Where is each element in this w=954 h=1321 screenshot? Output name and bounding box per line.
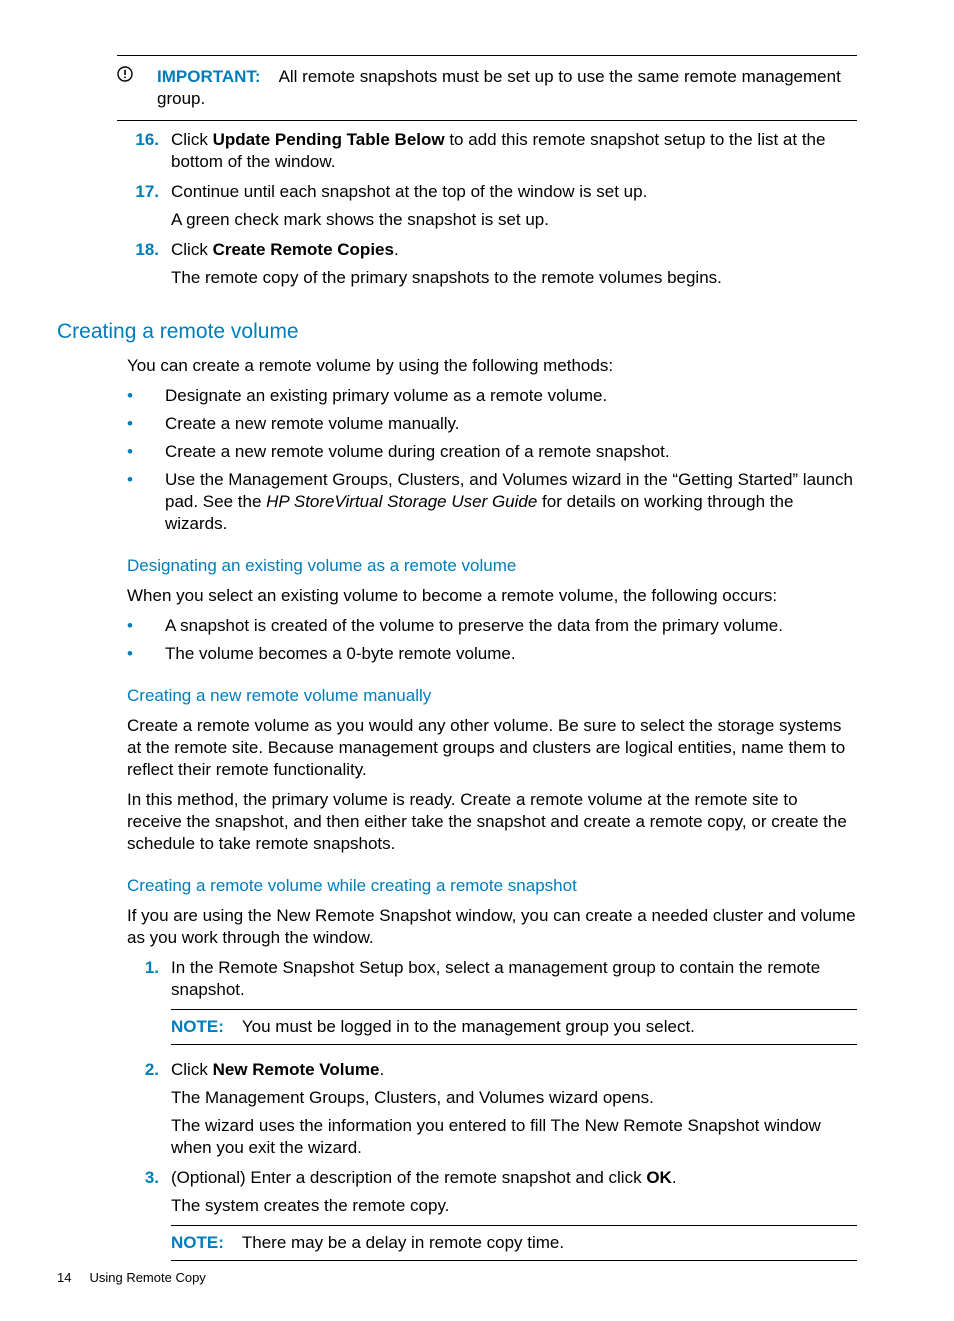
step-number: 3. <box>117 1167 171 1261</box>
text: The remote copy of the primary snapshots… <box>171 267 857 289</box>
text: . <box>379 1060 384 1079</box>
text: The volume becomes a 0-byte remote volum… <box>165 643 857 665</box>
text: Create a new remote volume manually. <box>165 413 857 435</box>
text: Click <box>171 1060 213 1079</box>
bullet-icon: • <box>127 441 165 463</box>
text: A snapshot is created of the volume to p… <box>165 615 857 637</box>
text: The system creates the remote copy. <box>171 1195 857 1217</box>
step-3: 3. (Optional) Enter a description of the… <box>117 1167 857 1261</box>
step-body: In the Remote Snapshot Setup box, select… <box>171 957 857 1045</box>
intro-text: If you are using the New Remote Snapshot… <box>127 905 857 949</box>
document-page: IMPORTANT:All remote snapshots must be s… <box>0 0 954 1321</box>
bold-text: Update Pending Table Below <box>213 130 445 149</box>
text: (Optional) Enter a description of the re… <box>171 1168 646 1187</box>
text: Click <box>171 130 213 149</box>
important-callout: IMPORTANT:All remote snapshots must be s… <box>117 55 857 121</box>
steps-list-b: 1. In the Remote Snapshot Setup box, sel… <box>117 957 857 1261</box>
step-number: 18. <box>117 239 171 289</box>
bullet-list: •Designate an existing primary volume as… <box>127 385 857 535</box>
note-callout: NOTE: You must be logged in to the manage… <box>171 1009 857 1045</box>
bullet-icon: • <box>127 615 165 637</box>
text: Create a new remote volume during creati… <box>165 441 857 463</box>
list-item: •Create a new remote volume manually. <box>127 413 857 435</box>
bold-text: New Remote Volume <box>213 1060 380 1079</box>
steps-list-a: 16. Click Update Pending Table Below to … <box>117 129 857 289</box>
note-label: NOTE: <box>171 1233 224 1252</box>
text: Use the Management Groups, Clusters, and… <box>165 469 857 535</box>
paragraph: Create a remote volume as you would any … <box>127 715 857 781</box>
note-callout: NOTE: There may be a delay in remote copy… <box>171 1225 857 1261</box>
paragraph: In this method, the primary volume is re… <box>127 789 857 855</box>
step-17: 17. Continue until each snapshot at the … <box>117 181 857 231</box>
note-label: NOTE: <box>171 1017 224 1036</box>
intro-text: You can create a remote volume by using … <box>127 355 857 377</box>
step-body: Click Create Remote Copies. The remote c… <box>171 239 857 289</box>
text: In the Remote Snapshot Setup box, select… <box>171 957 857 1001</box>
note-text: There may be a delay in remote copy time… <box>242 1233 564 1252</box>
step-number: 17. <box>117 181 171 231</box>
page-footer: 14 Using Remote Copy <box>57 1270 206 1285</box>
bold-text: Create Remote Copies <box>213 240 394 259</box>
text: Click <box>171 240 213 259</box>
text: . <box>672 1168 677 1187</box>
heading-creating-while-snapshot: Creating a remote volume while creating … <box>127 875 857 897</box>
list-item: •Use the Management Groups, Clusters, an… <box>127 469 857 535</box>
heading-creating-manually: Creating a new remote volume manually <box>127 685 857 707</box>
footer-title: Using Remote Copy <box>89 1270 205 1285</box>
text: The Management Groups, Clusters, and Vol… <box>171 1087 857 1109</box>
bullet-icon: • <box>127 385 165 407</box>
page-number: 14 <box>57 1270 71 1285</box>
heading-creating-remote-volume: Creating a remote volume <box>57 319 857 345</box>
note-text: You must be logged in to the management … <box>242 1017 695 1036</box>
step-number: 2. <box>117 1059 171 1159</box>
list-item: •Create a new remote volume during creat… <box>127 441 857 463</box>
step-2: 2. Click New Remote Volume. The Manageme… <box>117 1059 857 1159</box>
step-number: 1. <box>117 957 171 1045</box>
list-item: •Designate an existing primary volume as… <box>127 385 857 407</box>
important-label: IMPORTANT: <box>157 67 261 86</box>
text: The wizard uses the information you ente… <box>171 1115 857 1159</box>
step-18: 18. Click Create Remote Copies. The remo… <box>117 239 857 289</box>
heading-designating-existing: Designating an existing volume as a remo… <box>127 555 857 577</box>
step-1: 1. In the Remote Snapshot Setup box, sel… <box>117 957 857 1045</box>
italic-text: HP StoreVirtual Storage User Guide <box>266 492 537 511</box>
step-number: 16. <box>117 129 171 173</box>
bullet-icon: • <box>127 413 165 435</box>
text: Designate an existing primary volume as … <box>165 385 857 407</box>
step-body: Click Update Pending Table Below to add … <box>171 129 857 173</box>
list-item: •The volume becomes a 0-byte remote volu… <box>127 643 857 665</box>
text: Continue until each snapshot at the top … <box>171 181 857 203</box>
text: . <box>394 240 399 259</box>
bullet-icon: • <box>127 643 165 665</box>
bold-text: OK <box>646 1168 672 1187</box>
bullet-list: •A snapshot is created of the volume to … <box>127 615 857 665</box>
step-body: (Optional) Enter a description of the re… <box>171 1167 857 1261</box>
step-body: Continue until each snapshot at the top … <box>171 181 857 231</box>
text: A green check mark shows the snapshot is… <box>171 209 857 231</box>
intro-text: When you select an existing volume to be… <box>127 585 857 607</box>
step-16: 16. Click Update Pending Table Below to … <box>117 129 857 173</box>
step-body: Click New Remote Volume. The Management … <box>171 1059 857 1159</box>
important-text: IMPORTANT:All remote snapshots must be s… <box>157 66 857 110</box>
important-icon <box>117 66 157 88</box>
list-item: •A snapshot is created of the volume to … <box>127 615 857 637</box>
bullet-icon: • <box>127 469 165 491</box>
